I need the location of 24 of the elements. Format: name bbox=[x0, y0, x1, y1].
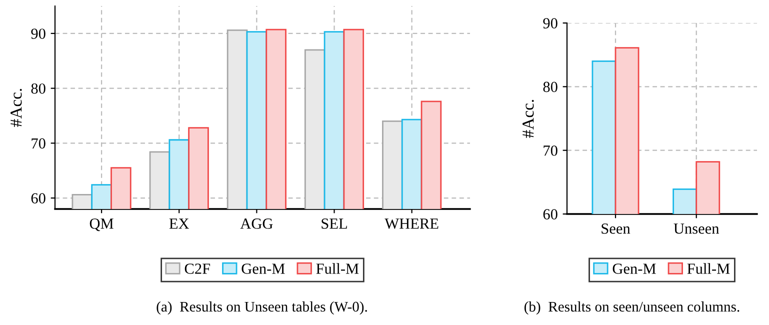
y-tick-label: 60 bbox=[543, 209, 558, 220]
x-tick-label: Unseen bbox=[674, 224, 720, 234]
y-tick-label: 90 bbox=[543, 18, 558, 28]
x-tick-label: QM bbox=[90, 218, 114, 232]
legend-label: Gen-M bbox=[242, 264, 285, 274]
x-tick-label: EX bbox=[169, 218, 190, 229]
y-tick-label: 70 bbox=[544, 145, 558, 156]
x-tick-label: WHERE bbox=[384, 218, 438, 229]
x-tick-label: SEL bbox=[322, 218, 347, 229]
x-tick-label: AGG bbox=[240, 218, 273, 229]
y-tick-label: 60 bbox=[31, 193, 46, 204]
text: (b) Results on seen/unseen columns. bbox=[524, 301, 740, 315]
legend-label: C2F bbox=[184, 264, 210, 274]
y-tick-label: 90 bbox=[31, 28, 46, 39]
y-tick-label: 80 bbox=[543, 82, 558, 92]
legend-label: Full-M bbox=[316, 263, 359, 274]
legend-label: Full-M bbox=[687, 263, 730, 274]
y-axis-title: #Acc. bbox=[10, 88, 22, 127]
y-tick-label: 70 bbox=[32, 138, 46, 149]
text: (a) Results on Unseen tables (W-0). bbox=[156, 301, 367, 315]
y-tick-label: 80 bbox=[31, 83, 46, 94]
y-axis-title: #Acc. bbox=[522, 100, 534, 138]
x-tick-label: Seen bbox=[602, 224, 630, 234]
legend-label: Gen-M bbox=[612, 264, 656, 274]
